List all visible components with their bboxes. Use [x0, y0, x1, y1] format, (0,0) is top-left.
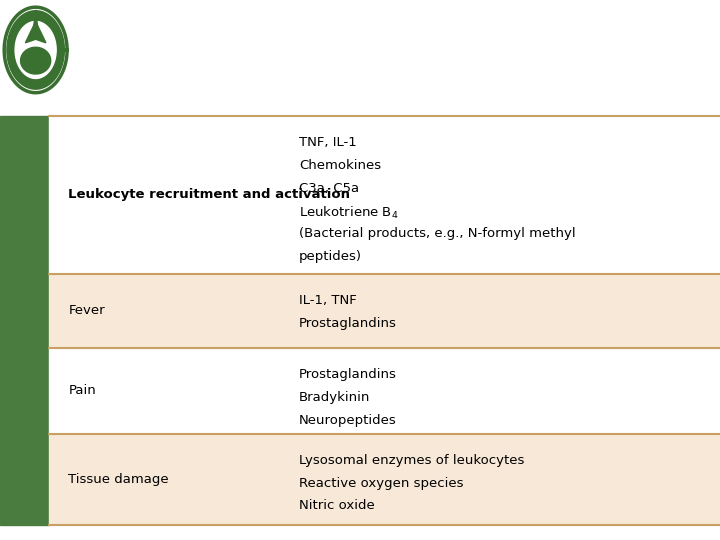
Bar	[49, 348, 720, 434]
Text: Lysosomal enzymes of leukocytes: Lysosomal enzymes of leukocytes	[299, 454, 524, 467]
Text: Leukotriene B$_4$: Leukotriene B$_4$	[299, 205, 398, 220]
Bar	[49, 116, 720, 274]
Text: peptides): peptides)	[299, 250, 362, 263]
Text: Prostaglandins: Prostaglandins	[299, 368, 397, 381]
Text: Tissue damage: Tissue damage	[68, 473, 169, 486]
Bar	[49, 434, 720, 525]
Polygon shape	[4, 7, 67, 93]
Text: Neuropeptides: Neuropeptides	[299, 414, 397, 427]
Text: Nitric oxide: Nitric oxide	[299, 500, 374, 512]
Text: Leukocyte recruitment and activation: Leukocyte recruitment and activation	[68, 188, 351, 201]
Text: Fever: Fever	[68, 305, 105, 318]
Text: Chemokines: Chemokines	[299, 159, 381, 172]
Text: Reactive oxygen species: Reactive oxygen species	[299, 477, 463, 490]
Bar	[49, 274, 720, 348]
Text: C3a, C5a: C3a, C5a	[299, 182, 359, 195]
Polygon shape	[21, 48, 50, 74]
Text: Bradykinin: Bradykinin	[299, 391, 370, 404]
Text: Prostaglandins: Prostaglandins	[299, 316, 397, 329]
Polygon shape	[25, 22, 46, 43]
Bar	[0, 116, 49, 525]
Polygon shape	[34, 10, 37, 28]
Text: (Bacterial products, e.g., N-formyl methyl: (Bacterial products, e.g., N-formyl meth…	[299, 227, 575, 240]
Text: TNF, IL-1: TNF, IL-1	[299, 137, 356, 150]
Text: Pain: Pain	[68, 384, 96, 397]
Text: IL-1, TNF: IL-1, TNF	[299, 294, 356, 307]
Polygon shape	[15, 22, 56, 78]
Polygon shape	[7, 11, 64, 89]
